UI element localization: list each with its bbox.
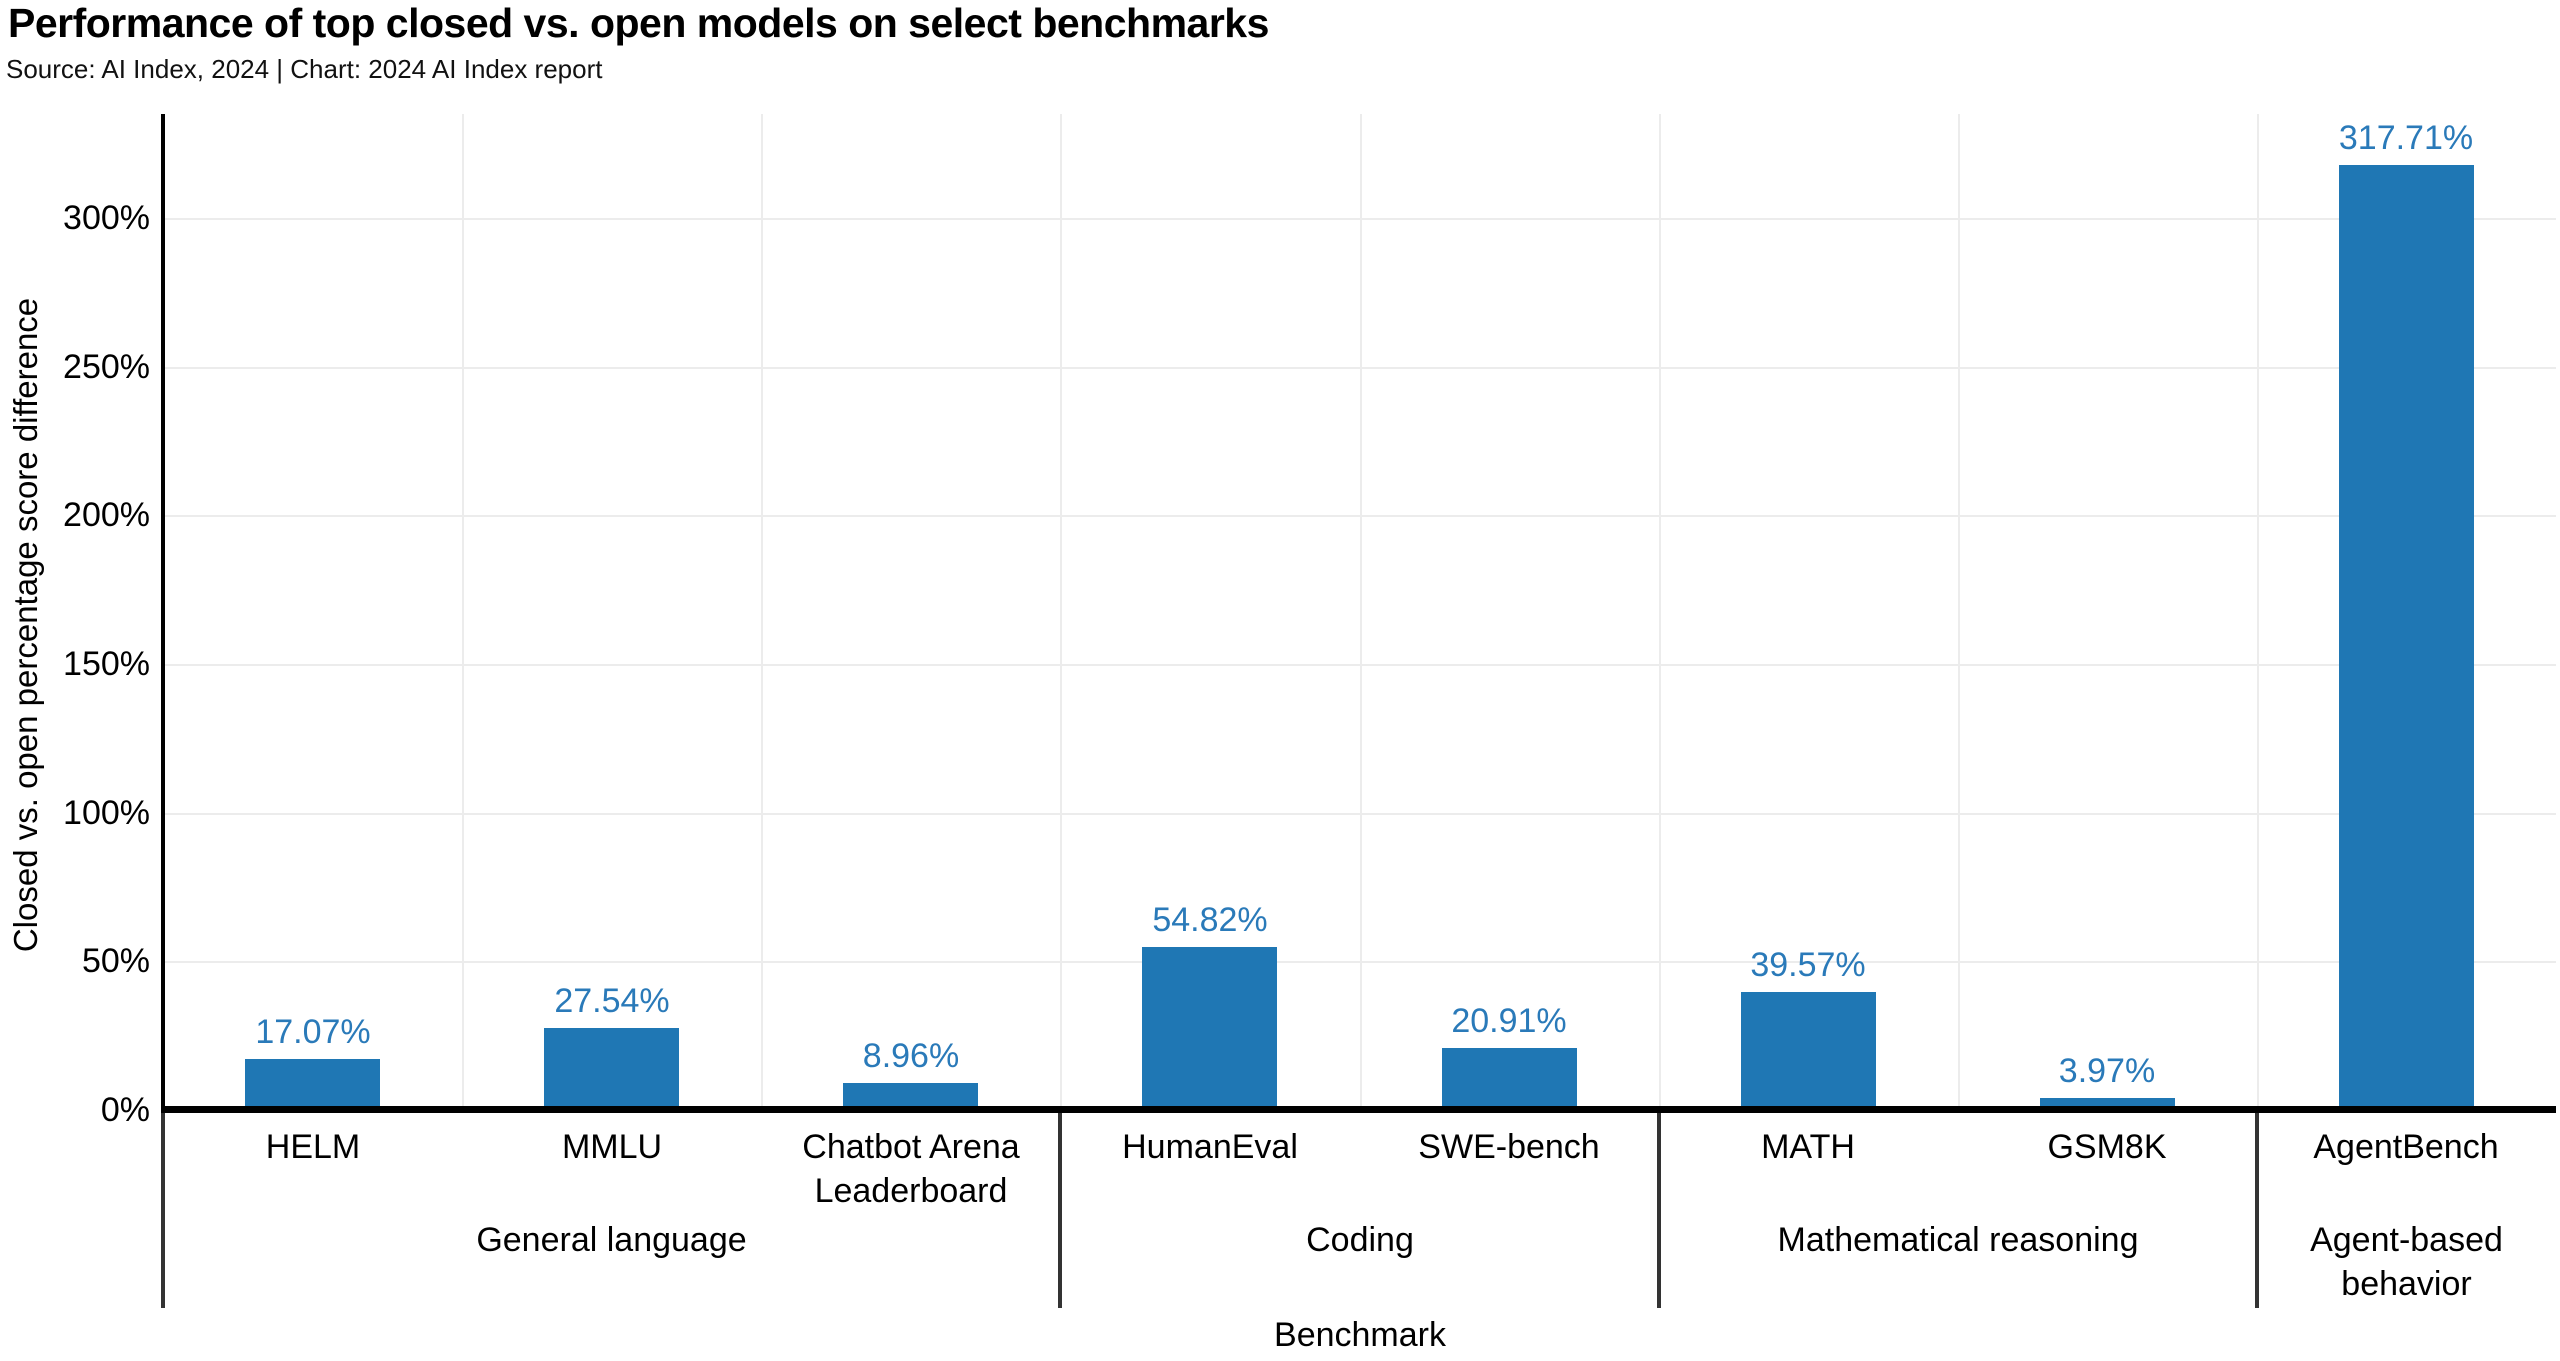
gridline-category-boundary [2257,114,2259,1110]
gridline-200 [163,515,2556,517]
bar-agentbench [2339,165,2474,1110]
group-divider [1657,1113,1661,1308]
category-label-math: MATH [1761,1128,1855,1166]
value-label-swe-bench: 20.91% [1451,1002,1567,1040]
chart-subtitle: Source: AI Index, 2024 | Chart: 2024 AI … [6,54,603,84]
gridline-category-boundary [761,114,763,1110]
value-label-humaneval: 54.82% [1152,901,1268,939]
bar-swe-bench [1442,1048,1577,1110]
gridline-300 [163,218,2556,220]
gridline-100 [163,813,2556,815]
gridline-category-boundary [1060,114,1062,1110]
x-axis-title: Benchmark [1274,1316,1446,1354]
y-tick-250: 250% [63,348,150,386]
y-tick-100: 100% [63,794,150,832]
y-tick-300: 300% [63,199,150,237]
value-label-agentbench: 317.71% [2338,119,2474,157]
category-label-agentbench: AgentBench [2313,1128,2499,1166]
category-label-humaneval: HumanEval [1122,1128,1298,1166]
bar-chatbot-arena-leaderboard [843,1083,978,1110]
category-label-gsm8k: GSM8K [2047,1128,2167,1166]
gridline-50 [163,961,2556,963]
y-axis-spine [161,114,165,1113]
chart-title: Performance of top closed vs. open model… [8,0,1269,46]
gridline-category-boundary [1659,114,1661,1110]
value-label-chatbot-arena-leaderboard: 8.96% [862,1037,960,1075]
group-label-mathematical-reasoning: Mathematical reasoning [1777,1221,2139,1259]
bar-math [1741,992,1876,1110]
bar-humaneval [1142,947,1277,1110]
group-label-coding: Coding [1306,1221,1414,1259]
group-divider [2255,1113,2259,1308]
group-divider [1058,1113,1062,1308]
gridline-250 [163,367,2556,369]
bar-helm [245,1059,380,1110]
x-axis-baseline [161,1106,2556,1113]
group-divider [161,1113,165,1308]
value-label-gsm8k: 3.97% [2058,1052,2156,1090]
gridline-category-boundary [1958,114,1960,1110]
value-label-helm: 17.07% [255,1013,371,1051]
gridline-category-boundary [1360,114,1362,1110]
y-axis-title: Closed vs. open percentage score differe… [7,297,44,953]
value-label-math: 39.57% [1750,946,1866,984]
y-tick-0: 0% [100,1091,150,1129]
group-label-general-language: General language [476,1221,747,1259]
y-tick-200: 200% [63,496,150,534]
bar-mmlu [544,1028,679,1110]
gridline-150 [163,664,2556,666]
category-label-helm: HELM [265,1128,361,1166]
category-label-mmlu: MMLU [561,1128,663,1166]
category-label-swe-bench: SWE-bench [1418,1128,1600,1166]
group-label-agent-based-behavior: Agent-based behavior [2310,1221,2503,1303]
value-label-mmlu: 27.54% [554,982,670,1020]
gridline-category-boundary [462,114,464,1110]
category-label-chatbot-arena-leaderboard: Chatbot Arena Leaderboard [802,1128,1020,1210]
y-tick-50: 50% [81,942,150,980]
y-tick-150: 150% [63,645,150,683]
